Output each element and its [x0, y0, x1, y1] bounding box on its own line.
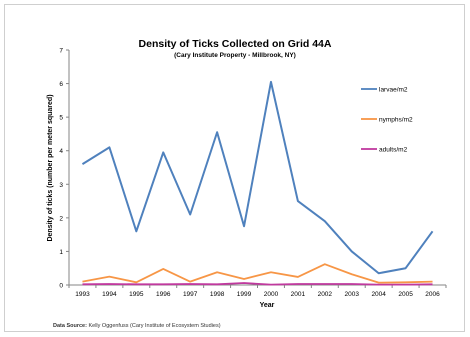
y-tick-label: 0: [59, 283, 63, 290]
y-axis-title: Density of ticks (number per meter squar…: [47, 94, 54, 241]
x-tick-label: 1998: [210, 291, 225, 298]
chart-subtitle: (Cary Institute Property - Millbrook, NY…: [174, 52, 296, 59]
y-tick-label: 7: [59, 48, 63, 55]
series-line-nymphs-m2: [82, 263, 433, 284]
chart-frame: Density of Ticks Collected on Grid 44A (…: [4, 4, 465, 332]
x-tick-label: 2003: [345, 291, 360, 298]
y-tick-label: 1: [59, 249, 63, 256]
x-tick-label: 1997: [183, 291, 198, 298]
x-tick-label: 1996: [156, 291, 171, 298]
data-source-note: Data Source: Kelly Oggenfuss (Cary Insti…: [53, 323, 221, 329]
y-tick-label: 4: [59, 148, 63, 155]
data-source-label: Data Source:: [53, 323, 87, 329]
x-tick-label: 2004: [371, 291, 386, 298]
line-chart: Density of Ticks Collected on Grid 44A (…: [47, 38, 447, 309]
data-source-text: Kelly Oggenfuss (Cary Institute of Ecosy…: [88, 323, 221, 329]
x-tick-label: 2005: [398, 291, 413, 298]
legend-label: adults/m2: [379, 147, 408, 154]
x-tick-label: 2001: [291, 291, 306, 298]
legend-label: nymphs/m2: [379, 117, 413, 124]
y-tick-label: 5: [59, 115, 63, 122]
x-tick-label: 1995: [129, 291, 144, 298]
series-line-adults-m2: [82, 282, 433, 286]
x-tick-label: 1999: [237, 291, 252, 298]
x-tick-label: 1993: [75, 291, 90, 298]
series-line-larvae-m2: [81, 80, 434, 275]
y-tick-label: 2: [59, 215, 63, 222]
legend: larvae/m2 nymphs/m2 adults/m2: [361, 87, 413, 154]
x-tick-label: 2006: [425, 291, 440, 298]
x-tick-label: 1994: [102, 291, 117, 298]
x-tick-label: 2000: [264, 291, 279, 298]
series-layer: [81, 80, 434, 286]
legend-label: larvae/m2: [379, 87, 408, 94]
x-tick-label: 2002: [318, 291, 333, 298]
chart-title: Density of Ticks Collected on Grid 44A: [139, 38, 332, 50]
x-axis-title: Year: [260, 302, 275, 309]
y-tick-label: 3: [59, 182, 63, 189]
y-tick-label: 6: [59, 81, 63, 88]
